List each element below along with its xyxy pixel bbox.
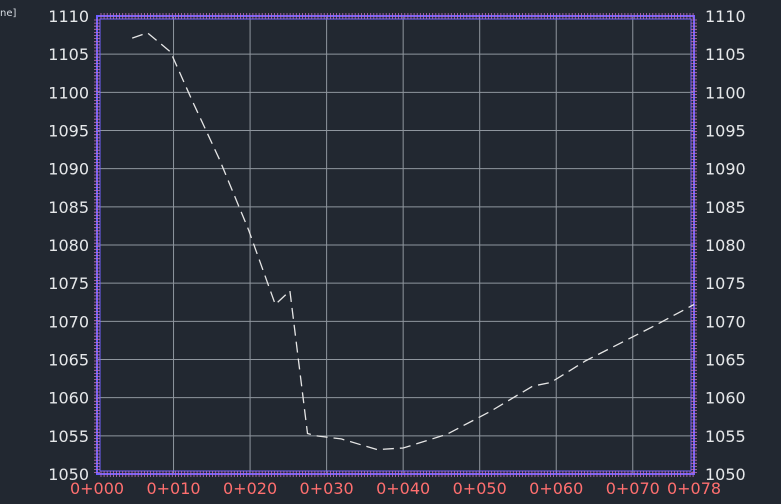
profile-vertex xyxy=(170,51,171,52)
y-tick-label-left: 1070 xyxy=(48,312,89,331)
y-tick-label-left: 1055 xyxy=(48,427,89,446)
profile-vertex xyxy=(490,411,491,412)
x-tick-label: 0+050 xyxy=(453,479,507,498)
x-tick-label: 0+060 xyxy=(529,479,583,498)
y-tick-label-left: 1090 xyxy=(48,160,89,179)
y-tick-label-right: 1075 xyxy=(705,274,746,293)
profile-line xyxy=(131,32,695,451)
profile-vertex xyxy=(446,434,447,435)
x-tick-label: 0+070 xyxy=(606,479,660,498)
chart-frame xyxy=(94,13,697,477)
y-tick-label-right: 1110 xyxy=(705,7,746,26)
profile-vertex xyxy=(550,382,551,383)
profile-vertex xyxy=(147,32,148,33)
x-tick-label: 0+030 xyxy=(300,479,354,498)
y-tick-label-right: 1065 xyxy=(705,351,746,370)
profile-vertex xyxy=(275,304,276,305)
y-tick-label-right: 1085 xyxy=(705,198,746,217)
x-tick-label: 0+000 xyxy=(70,479,124,498)
grid-lines xyxy=(97,15,694,475)
y-tick-label-right: 1105 xyxy=(705,45,746,64)
y-tick-label-right: 1055 xyxy=(705,427,746,446)
y-tick-label-left: 1105 xyxy=(48,45,89,64)
y-tick-label-right: 1060 xyxy=(705,389,746,408)
y-tick-label-left: 1080 xyxy=(48,236,89,255)
viewport-corner-label: ne] xyxy=(0,8,17,19)
y-tick-label-left: 1060 xyxy=(48,389,89,408)
y-tick-label-right: 1070 xyxy=(705,312,746,331)
x-tick-label: 0+010 xyxy=(146,479,200,498)
frame-tick-marks xyxy=(94,13,697,477)
x-tick-label: 0+078 xyxy=(667,479,721,498)
y-tick-label-right: 1050 xyxy=(705,465,746,484)
x-tick-label: 0+020 xyxy=(223,479,277,498)
y-tick-label-left: 1110 xyxy=(48,7,89,26)
y-tick-label-left: 1085 xyxy=(48,198,89,217)
profile-line-layer xyxy=(131,32,695,451)
axis-labels: 1050 1050 1055 1055 1060 1060 1065 1065 1070 1070… xyxy=(48,7,745,498)
y-tick-label-left: 1100 xyxy=(48,83,89,102)
y-tick-label-left: 1050 xyxy=(48,465,89,484)
y-tick-label-right: 1100 xyxy=(705,83,746,102)
y-tick-label-right: 1080 xyxy=(705,236,746,255)
x-tick-label: 0+040 xyxy=(376,479,430,498)
y-tick-label-left: 1065 xyxy=(48,351,89,370)
y-tick-label-right: 1090 xyxy=(705,160,746,179)
profile-vertex xyxy=(191,99,192,100)
y-tick-label-right: 1095 xyxy=(705,122,746,141)
y-tick-label-left: 1075 xyxy=(48,274,89,293)
y-tick-label-left: 1095 xyxy=(48,122,89,141)
